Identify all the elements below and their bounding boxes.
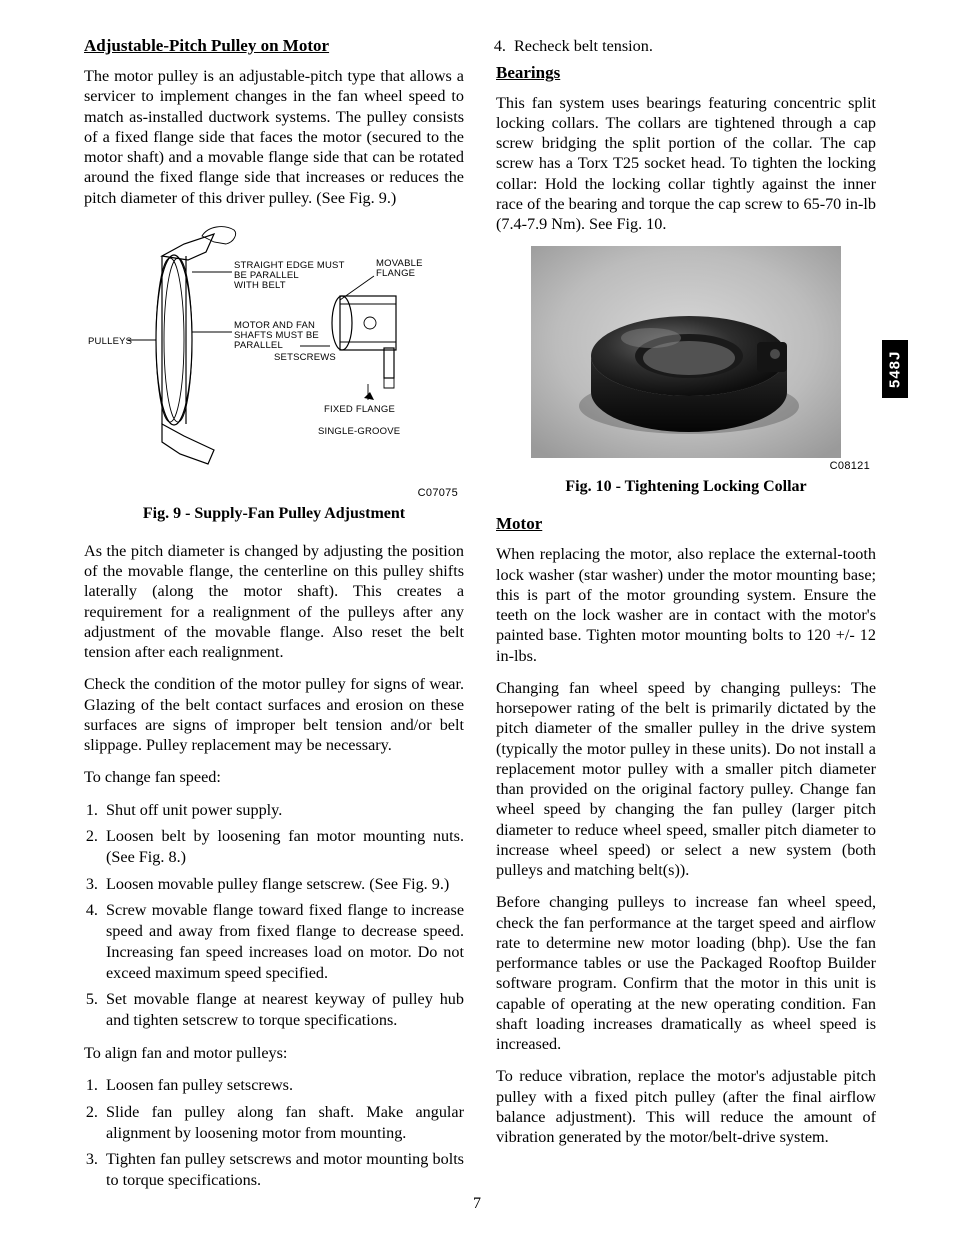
- figure-10-photo: [531, 246, 841, 458]
- right-p2: When replacing the motor, also replace t…: [496, 544, 876, 666]
- left-column: Adjustable-Pitch Pulley on Motor The mot…: [84, 36, 464, 1203]
- list-item: Loosen fan pulley setscrews.: [102, 1075, 464, 1096]
- columns: Adjustable-Pitch Pulley on Motor The mot…: [84, 36, 876, 1203]
- list-item: Slide fan pulley along fan shaft. Make a…: [102, 1102, 464, 1143]
- label-setscrews: SETSCREWS: [274, 352, 336, 363]
- left-p3: Check the condition of the motor pulley …: [84, 674, 464, 755]
- right-list-0: Recheck belt tension.: [496, 36, 876, 57]
- figure-10: C08121 Fig. 10 - Tightening Locking Coll…: [496, 246, 876, 496]
- right-p4: Before changing pulleys to increase fan …: [496, 892, 876, 1054]
- right-p1: This fan system uses bearings featuring …: [496, 93, 876, 235]
- page: 548J Adjustable-Pitch Pulley on Motor Th…: [0, 0, 954, 1235]
- label-straight3: WITH BELT: [234, 280, 286, 291]
- label-single: SINGLE-GROOVE: [318, 426, 400, 437]
- list-item: Loosen belt by loosening fan motor mount…: [102, 826, 464, 867]
- list-item: Loosen movable pulley flange setscrew. (…: [102, 874, 464, 895]
- side-tab: 548J: [882, 340, 908, 398]
- list-item: Recheck belt tension.: [510, 36, 876, 57]
- figure-10-code: C08121: [496, 460, 876, 472]
- heading-adjustable-pitch: Adjustable-Pitch Pulley on Motor: [84, 36, 464, 56]
- left-p4: To change fan speed:: [84, 767, 464, 787]
- left-p1: The motor pulley is an adjustable-pitch …: [84, 66, 464, 208]
- list-item: Set movable flange at nearest keyway of …: [102, 989, 464, 1030]
- right-p3: Changing fan wheel speed by changing pul…: [496, 678, 876, 881]
- label-fixed: FIXED FLANGE: [324, 404, 395, 415]
- page-number: 7: [0, 1195, 954, 1213]
- figure-9-caption: Fig. 9 - Supply-Fan Pulley Adjustment: [84, 505, 464, 523]
- list-item: Tighten fan pulley setscrews and motor m…: [102, 1149, 464, 1190]
- list-item: Shut off unit power supply.: [102, 800, 464, 821]
- left-p5: To align fan and motor pulleys:: [84, 1043, 464, 1063]
- heading-bearings: Bearings: [496, 63, 876, 83]
- left-list-2: Loosen fan pulley setscrews. Slide fan p…: [84, 1075, 464, 1191]
- label-shafts3: PARALLEL: [234, 340, 283, 351]
- label-pulleys: PULLEYS: [88, 336, 132, 347]
- left-p2: As the pitch diameter is changed by adju…: [84, 541, 464, 663]
- heading-motor: Motor: [496, 514, 876, 534]
- right-column: Recheck belt tension. Bearings This fan …: [496, 36, 876, 1203]
- figure-9-diagram: PULLEYS STRAIGHT EDGE MUST BE PARALLEL W…: [84, 220, 464, 480]
- left-list-1: Shut off unit power supply. Loosen belt …: [84, 800, 464, 1031]
- figure-9: PULLEYS STRAIGHT EDGE MUST BE PARALLEL W…: [84, 220, 464, 523]
- figure-10-caption: Fig. 10 - Tightening Locking Collar: [496, 478, 876, 496]
- figure-9-code: C07075: [84, 487, 464, 499]
- right-p5: To reduce vibration, replace the motor's…: [496, 1066, 876, 1147]
- list-item: Screw movable flange toward fixed flange…: [102, 900, 464, 983]
- label-movable2: FLANGE: [376, 268, 415, 279]
